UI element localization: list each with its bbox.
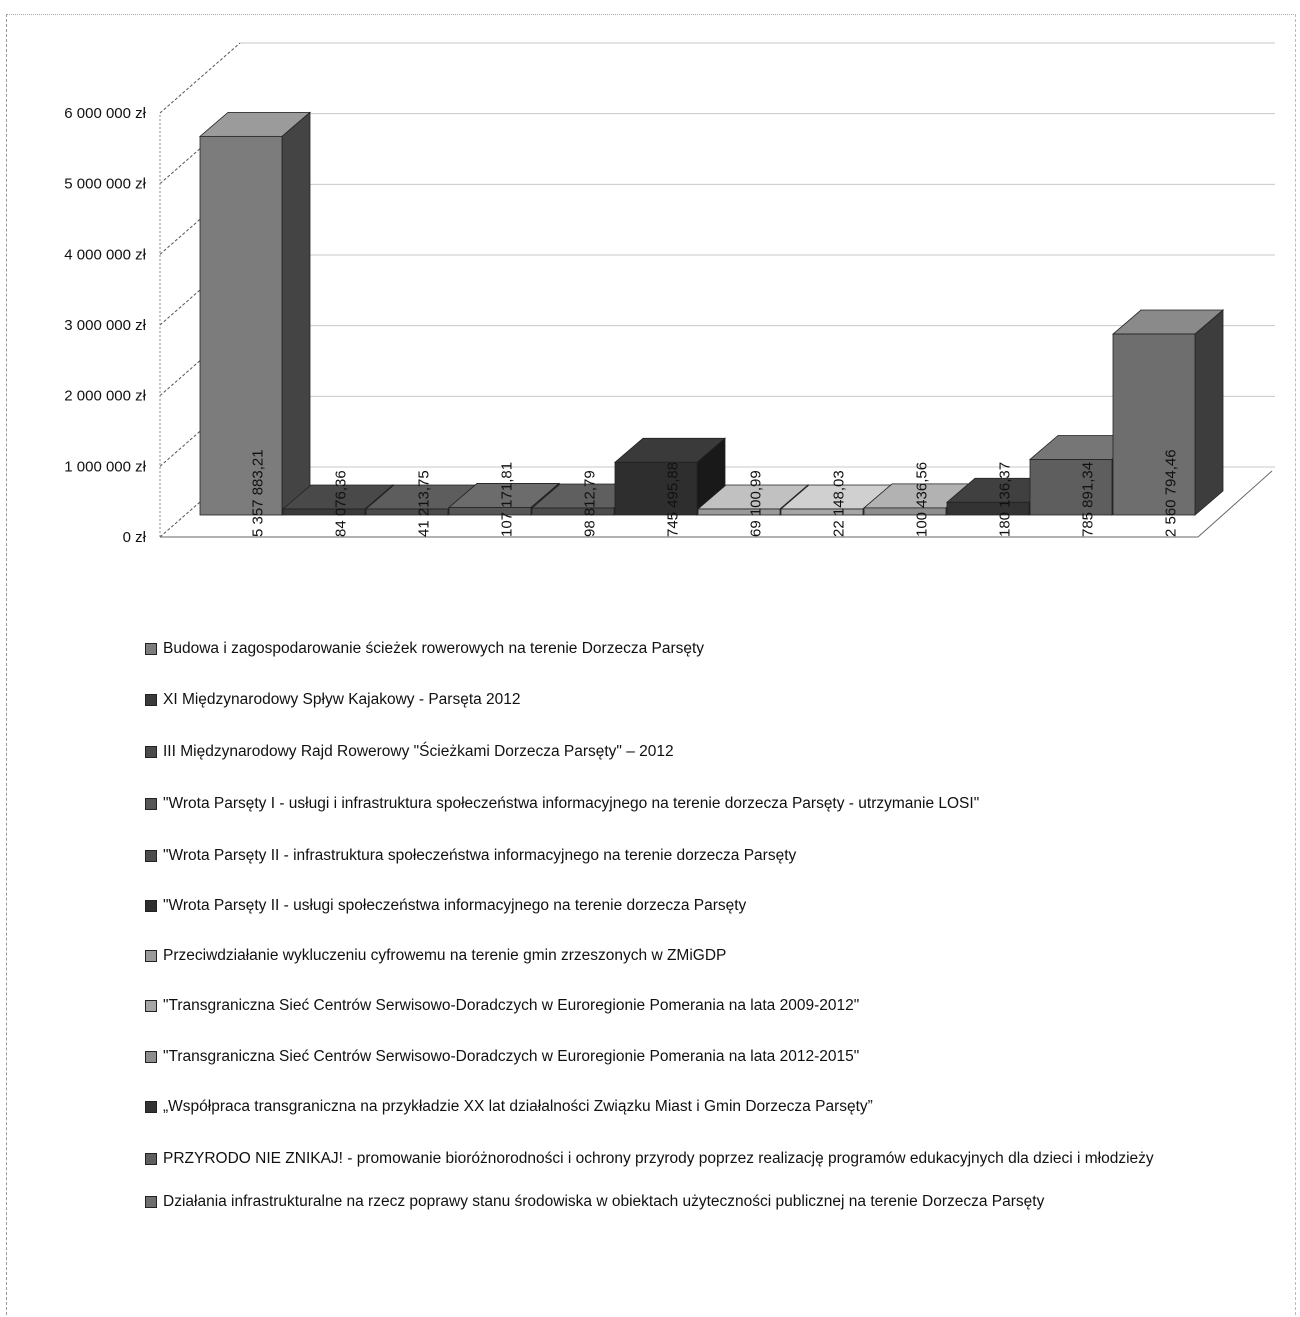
- legend-item: "Transgraniczna Sieć Centrów Serwisowo-D…: [145, 997, 1205, 1014]
- data-label: 785 891,34: [1079, 462, 1096, 537]
- legend-label: "Transgraniczna Sieć Centrów Serwisowo-D…: [163, 997, 860, 1014]
- depth-gridline: [159, 183, 241, 255]
- data-label: 98 812,79: [581, 470, 598, 537]
- bar: [946, 501, 1030, 516]
- legend-swatch: [145, 1153, 157, 1165]
- depth-gridline: [159, 113, 241, 185]
- legend-swatch: [145, 850, 157, 862]
- legend-swatch: [145, 1051, 157, 1063]
- legend-swatch: [145, 694, 157, 706]
- legend-label: Przeciwdziałanie wykluczeniu cyfrowemu n…: [163, 947, 727, 964]
- bar: [531, 507, 615, 516]
- data-label: 2 560 794,46: [1162, 449, 1179, 537]
- legend-item: „Współpraca transgraniczna na przykładzi…: [145, 1098, 1205, 1115]
- legend-swatch: [145, 746, 157, 758]
- legend-label: XI Międzynarodowy Spływ Kajakowy - Parsę…: [163, 691, 521, 708]
- depth-gridline: [159, 325, 241, 397]
- data-label: 5 357 883,21: [249, 449, 266, 537]
- legend-item: "Wrota Parsęty I - usługi i infrastruktu…: [145, 795, 1205, 812]
- y-tick-label: 0 zł: [123, 529, 147, 546]
- data-label: 107 171,81: [498, 462, 515, 537]
- data-label: 180 136,37: [996, 462, 1013, 537]
- data-label: 100 436,56: [913, 462, 930, 537]
- bar: [1112, 333, 1196, 516]
- bar: [780, 508, 864, 516]
- legend-item: Przeciwdziałanie wykluczeniu cyfrowemu n…: [145, 947, 1205, 964]
- y-tick-label: 1 000 000 zł: [64, 458, 146, 475]
- data-label: 69 100,99: [747, 470, 764, 537]
- legend-label: „Współpraca transgraniczna na przykładzi…: [163, 1098, 873, 1115]
- depth-gridline: [159, 254, 241, 326]
- legend-item: Działania infrastrukturalne na rzecz pop…: [145, 1193, 1205, 1210]
- bar-side-face: [281, 111, 311, 516]
- bar: [697, 508, 781, 516]
- legend-label: PRZYRODO NIE ZNIKAJ! - promowanie bioróż…: [163, 1150, 1154, 1167]
- depth-gridline: [159, 395, 241, 467]
- y-tick-label: 5 000 000 zł: [64, 176, 146, 193]
- legend-item: "Wrota Parsęty II - usługi społeczeństwa…: [145, 897, 1205, 914]
- legend-swatch: [145, 900, 157, 912]
- y-tick-label: 6 000 000 zł: [64, 105, 146, 122]
- bar: [282, 508, 366, 516]
- legend-item: XI Międzynarodowy Spływ Kajakowy - Parsę…: [145, 691, 1205, 708]
- legend-swatch: [145, 1196, 157, 1208]
- legend-item: Budowa i zagospodarowanie ścieżek rowero…: [145, 640, 1205, 657]
- y-tick-label: 3 000 000 zł: [64, 317, 146, 334]
- legend-item: III Międzynarodowy Rajd Rowerowy "Ścieżk…: [145, 743, 1205, 760]
- legend-label: "Wrota Parsęty II - usługi społeczeństwa…: [163, 897, 747, 914]
- legend-item: PRZYRODO NIE ZNIKAJ! - promowanie bioróż…: [145, 1150, 1205, 1167]
- legend-label: Budowa i zagospodarowanie ścieżek rowero…: [163, 640, 705, 657]
- bar: [199, 135, 283, 516]
- legend-swatch: [145, 950, 157, 962]
- legend-swatch: [145, 798, 157, 810]
- legend-swatch: [145, 1000, 157, 1012]
- bar: [1029, 459, 1113, 516]
- data-label: 745 495,88: [664, 462, 681, 537]
- legend-label: "Wrota Parsęty I - usługi i infrastruktu…: [163, 795, 980, 812]
- legend-item: "Wrota Parsęty II - infrastruktura społe…: [145, 847, 1205, 864]
- legend-swatch: [145, 643, 157, 655]
- y-tick-label: 2 000 000 zł: [64, 388, 146, 405]
- legend-swatch: [145, 1101, 157, 1113]
- data-label: 22 148,03: [830, 470, 847, 537]
- bar: [365, 508, 449, 516]
- legend-label: III Międzynarodowy Rajd Rowerowy "Ścieżk…: [163, 743, 674, 760]
- floor-right-edge: [1197, 470, 1273, 538]
- legend-label: "Transgraniczna Sieć Centrów Serwisowo-D…: [163, 1048, 860, 1065]
- y-tick-label: 4 000 000 zł: [64, 246, 146, 263]
- bar: [614, 461, 698, 516]
- chart-frame: [6, 14, 1296, 1315]
- legend-label: Działania infrastrukturalne na rzecz pop…: [163, 1193, 1045, 1210]
- legend-item: "Transgraniczna Sieć Centrów Serwisowo-D…: [145, 1048, 1205, 1065]
- bar-chart-3d: 0 zł 1 000 000 zł 2 000 000 zł 3 000 000 zł…: [64, 42, 1275, 546]
- depth-gridline: [159, 42, 241, 114]
- legend-label: "Wrota Parsęty II - infrastruktura społe…: [163, 847, 797, 864]
- depth-gridline: [159, 466, 241, 538]
- bar-side-face: [1194, 309, 1224, 516]
- bar: [863, 507, 947, 516]
- data-label: 84 076,36: [332, 470, 349, 537]
- data-label: 41 213,75: [415, 470, 432, 537]
- bar: [448, 507, 532, 516]
